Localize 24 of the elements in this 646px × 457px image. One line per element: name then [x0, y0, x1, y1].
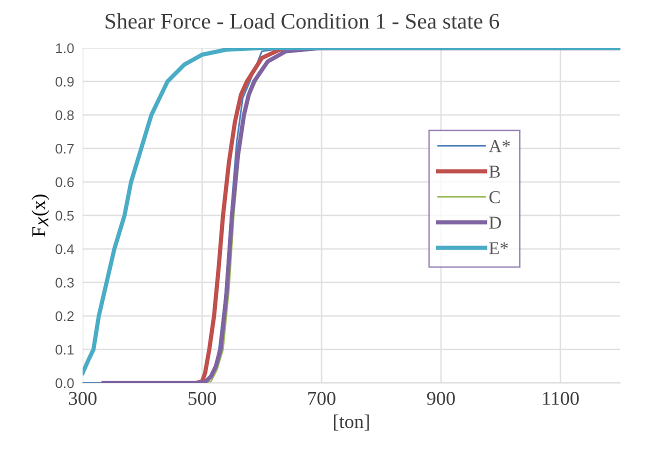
- y-tick-label: 1.0: [56, 43, 74, 54]
- legend-label: C: [489, 191, 500, 204]
- x-tick-label: 500: [188, 392, 216, 405]
- y-tick-label: 0.7: [56, 144, 74, 154]
- y-tick-label: 0.4: [56, 244, 74, 254]
- y-tick-label: 0.1: [56, 344, 74, 355]
- y-tick-label: 0.6: [56, 177, 74, 188]
- y-tick-label: 0.0: [56, 378, 74, 388]
- chart-title: Shear Force - Load Condition 1 - Sea state 6: [106, 13, 500, 29]
- legend-label: E*: [489, 242, 508, 254]
- x-axis-title: [ton]: [334, 414, 369, 431]
- legend-label: D: [489, 216, 501, 229]
- x-tick-label: 1100: [543, 392, 579, 405]
- y-tick-label: 0.8: [56, 110, 74, 120]
- y-tick-label: 0.5: [56, 210, 74, 221]
- x-tick-label: 700: [308, 392, 336, 405]
- legend-label: A*: [488, 140, 510, 152]
- y-axis-title: F$_{X}$(x): [32, 194, 50, 237]
- y-tick-label: 0.2: [56, 311, 74, 322]
- y-tick-label: 0.3: [56, 278, 74, 288]
- legend-label: B: [489, 166, 500, 178]
- y-tick-label: 0.9: [56, 76, 74, 87]
- x-tick-label: 900: [427, 392, 455, 405]
- x-tick-label: 300: [69, 392, 97, 405]
